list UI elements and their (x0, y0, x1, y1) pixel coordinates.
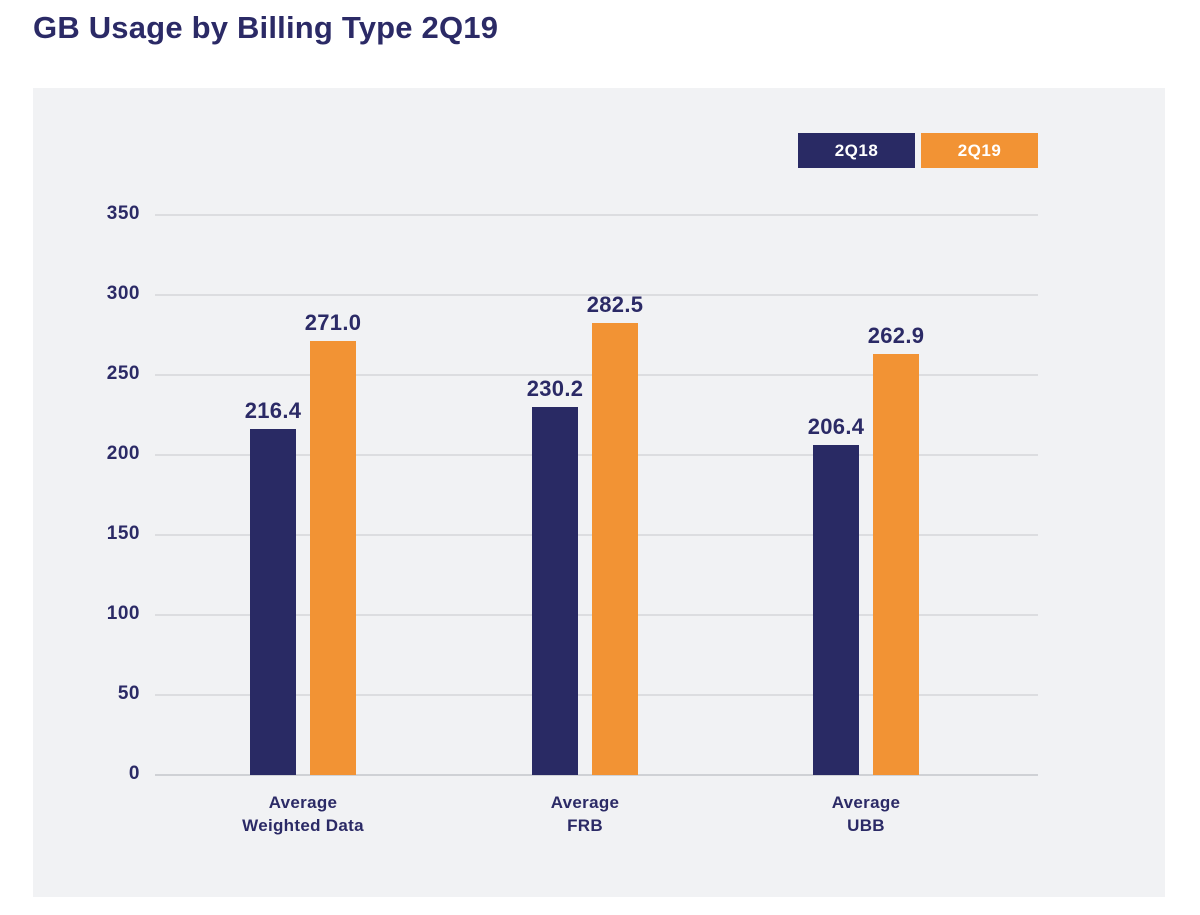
gridline-350 (155, 214, 1038, 216)
bar-2q19-average-frb (592, 323, 638, 775)
legend-label-2q18: 2Q18 (834, 140, 879, 160)
bar-2q19-average-weighted-data (310, 341, 356, 775)
y-tick-label-150: 150 (106, 523, 140, 544)
category-label-line: Average (268, 793, 338, 812)
category-label-line: UBB (847, 816, 885, 835)
y-tick-label-0: 0 (128, 763, 140, 784)
chart-legend: 2Q18 2Q19 (798, 133, 1038, 168)
value-label-2q19-average-ubb: 262.9 (867, 323, 925, 348)
bar-chart-panel: 2Q18 2Q19 0 50 100 150 200 250 300 350 216.4 271.0… (33, 88, 1165, 897)
category-label-average-frb: Average FRB (465, 791, 705, 837)
category-label-line: FRB (567, 816, 603, 835)
value-label-2q18-average-ubb: 206.4 (807, 414, 865, 439)
value-label-2q19-average-weighted-data: 271.0 (304, 310, 362, 335)
bar-2q19-average-ubb (873, 354, 919, 775)
gridline-300 (155, 294, 1038, 296)
y-tick-label-300: 300 (106, 283, 140, 304)
value-label-2q19-average-frb: 282.5 (586, 292, 644, 317)
category-label-average-ubb: Average UBB (746, 791, 986, 837)
x-axis-baseline (155, 774, 1038, 776)
bar-2q18-average-ubb (813, 445, 859, 775)
y-tick-label-100: 100 (106, 603, 140, 624)
value-label-2q18-average-frb: 230.2 (526, 376, 584, 401)
page-title: GB Usage by Billing Type 2Q19 (33, 10, 499, 45)
bar-2q18-average-weighted-data (250, 429, 296, 775)
y-tick-label-50: 50 (117, 683, 140, 704)
bar-2q18-average-frb (532, 407, 578, 775)
category-label-average-weighted-data: Average Weighted Data (183, 791, 423, 837)
category-label-line: Weighted Data (242, 816, 364, 835)
legend-item-2q19: 2Q19 (921, 133, 1038, 168)
y-tick-label-200: 200 (106, 443, 140, 464)
category-label-line: Average (550, 793, 620, 812)
legend-item-2q18: 2Q18 (798, 133, 915, 168)
legend-label-2q19: 2Q19 (957, 140, 1002, 160)
value-label-2q18-average-weighted-data: 216.4 (244, 398, 302, 423)
y-tick-label-250: 250 (106, 363, 140, 384)
category-label-line: Average (831, 793, 901, 812)
y-tick-label-350: 350 (106, 203, 140, 224)
